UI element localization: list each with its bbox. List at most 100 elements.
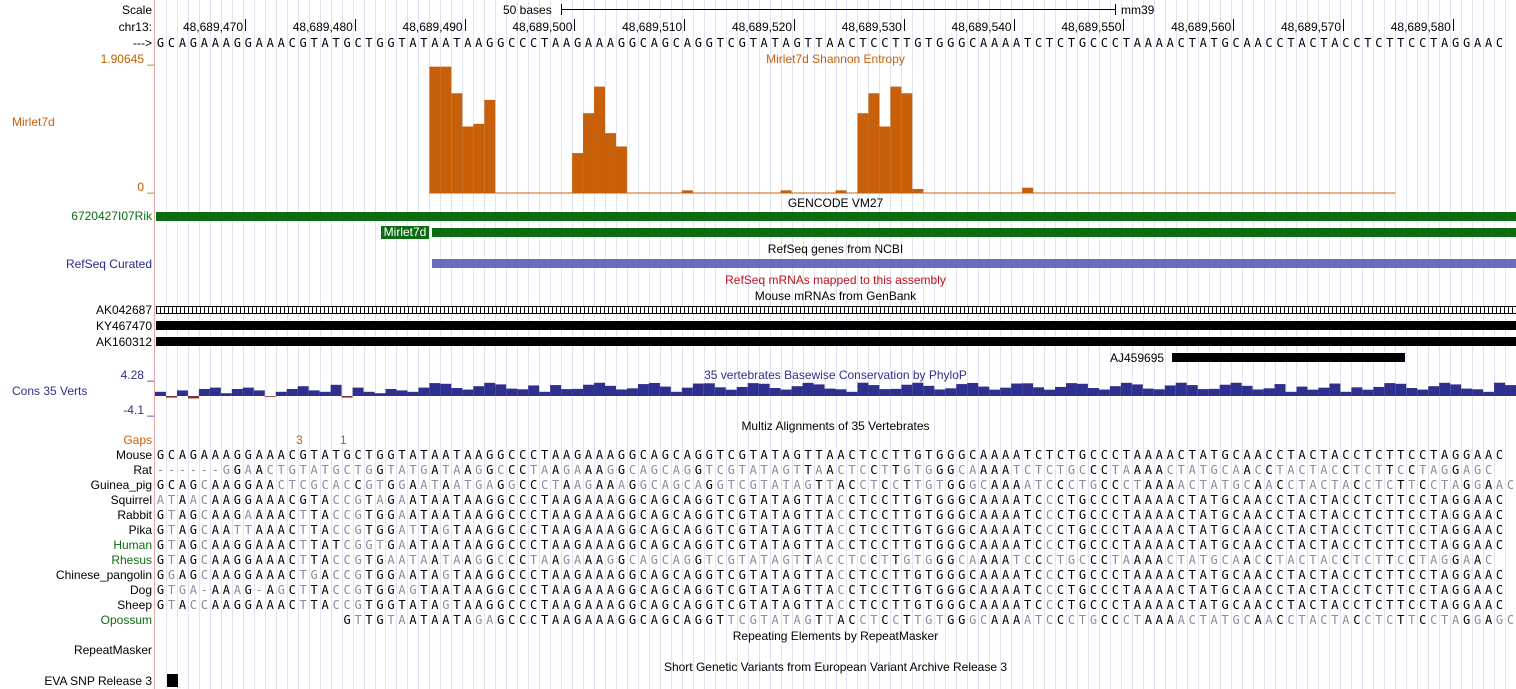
eva-label[interactable]: EVA SNP Release 3	[44, 674, 152, 688]
species-label[interactable]: Chinese_pangolin	[55, 568, 152, 582]
species-label[interactable]: Sheep	[117, 598, 152, 612]
species-label[interactable]: Guinea_pig	[90, 478, 152, 492]
entropy-track-label[interactable]: Mirlet7d	[12, 115, 55, 129]
base: T	[277, 463, 285, 477]
base: C	[1419, 478, 1427, 492]
base: A	[255, 448, 263, 462]
base: T	[420, 36, 428, 50]
base: A	[1144, 508, 1152, 522]
cons-bar	[802, 382, 814, 396]
species-label[interactable]: Opossum	[100, 613, 152, 627]
base: A	[255, 36, 263, 50]
base: T	[892, 523, 900, 537]
base: C	[1045, 568, 1054, 582]
refseq-bar[interactable]	[432, 259, 1516, 268]
base: G	[1078, 448, 1087, 462]
base: C	[1342, 463, 1350, 477]
base: -	[167, 463, 176, 477]
species-label[interactable]: Rhesus	[111, 553, 152, 567]
gene-label-6720427I07Rik[interactable]: 6720427I07Rik	[71, 209, 152, 223]
base: C	[1100, 478, 1109, 492]
base: G	[1462, 523, 1471, 537]
cons-bar	[1384, 383, 1396, 396]
eva-snp-feature[interactable]	[167, 674, 178, 687]
base: A	[321, 583, 329, 597]
base: G	[1232, 613, 1240, 627]
base: A	[639, 463, 648, 477]
refseq-curated-label[interactable]: RefSeq Curated	[65, 257, 152, 271]
species-label[interactable]: Rabbit	[117, 508, 152, 522]
base: C	[881, 568, 889, 582]
base: T	[771, 508, 779, 522]
base: A	[760, 598, 768, 612]
base: A	[595, 553, 604, 567]
cons-bar	[583, 384, 595, 396]
mrna-label-AK160312[interactable]: AK160312	[95, 335, 152, 349]
species-label[interactable]: Squirrel	[110, 493, 152, 507]
cons-track-label[interactable]: Cons 35 Verts	[12, 384, 88, 398]
base: T	[1320, 448, 1328, 462]
base: T	[1320, 598, 1328, 612]
species-label[interactable]: Pika	[128, 523, 152, 537]
species-label[interactable]: Human	[113, 538, 152, 552]
mrna-label-AJ459695[interactable]: AJ459695	[1110, 351, 1165, 365]
base: T	[299, 463, 307, 477]
base: T	[1397, 493, 1405, 507]
species-label[interactable]: Dog	[129, 583, 152, 597]
base: A	[1254, 508, 1262, 522]
gaps-label: Gaps	[123, 433, 152, 447]
entropy-ymin: 0 _	[137, 180, 154, 194]
gene-bar-6720427I07Rik[interactable]	[156, 212, 1516, 221]
repeatmasker-label[interactable]: RepeatMasker	[73, 643, 152, 657]
base: G	[1452, 538, 1460, 552]
base: T	[1397, 523, 1405, 537]
base: T	[1364, 493, 1372, 507]
base: C	[1342, 568, 1350, 582]
base: A	[266, 493, 274, 507]
entropy-bar	[857, 113, 869, 193]
base: G	[793, 448, 801, 462]
species-label[interactable]: Rat	[133, 463, 152, 477]
mrna-bar-KY467470[interactable]	[156, 321, 1516, 330]
mrna-bar-AK160312[interactable]	[156, 337, 1516, 346]
base: A	[1023, 478, 1032, 492]
base: C	[200, 508, 208, 522]
base: T	[1364, 598, 1372, 612]
base: T	[1386, 568, 1394, 582]
cons-bar	[495, 384, 507, 396]
base: C	[1484, 463, 1493, 477]
base: G	[914, 493, 922, 507]
gene-bar-mirlet7d[interactable]	[432, 228, 1516, 237]
base: A	[1002, 613, 1010, 627]
mrna-label-AK042687[interactable]: AK042687	[95, 303, 152, 317]
base: C	[189, 598, 198, 612]
base: C	[870, 598, 878, 612]
base: C	[1089, 463, 1098, 477]
mrna-label-KY467470[interactable]: KY467470	[95, 319, 152, 333]
base: A	[782, 523, 790, 537]
gene-label-mirlet7d[interactable]: Mirlet7d	[381, 226, 429, 239]
base: A	[1199, 598, 1207, 612]
base: G	[299, 493, 307, 507]
base: C	[519, 508, 527, 522]
species-label[interactable]: Mouse	[115, 448, 152, 462]
base: G	[1089, 478, 1098, 492]
base: A	[475, 448, 483, 462]
mrna-bar-AK042687[interactable]	[156, 306, 1516, 314]
base: A	[837, 36, 845, 50]
base: T	[1023, 568, 1032, 582]
mrna-bar-AJ459695[interactable]	[1172, 353, 1405, 362]
